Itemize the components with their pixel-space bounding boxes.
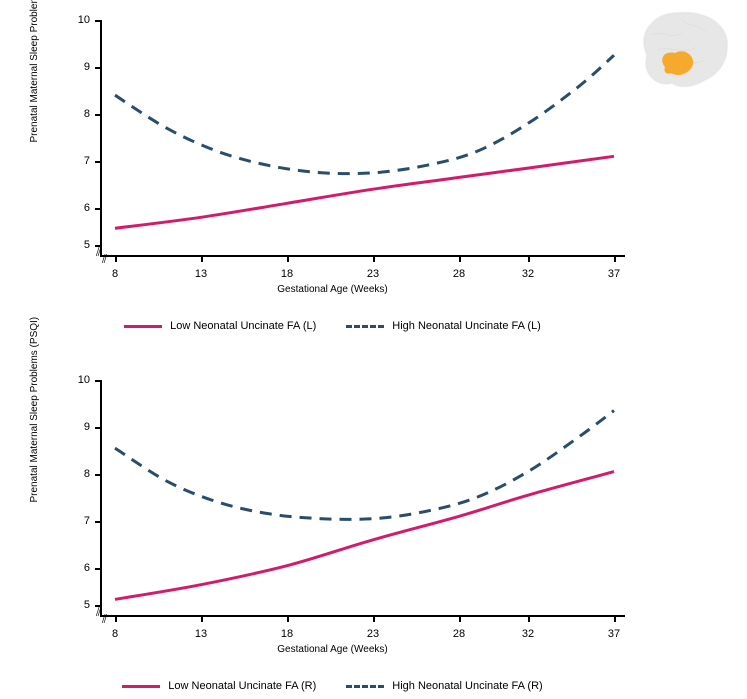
x-tick-label: 28 [453,268,465,280]
legend-swatch-solid [124,325,162,328]
legend-item-low-l: Low Neonatal Uncinate FA (L) [124,320,316,332]
x-tick-label: 13 [195,268,207,280]
x-tick [528,255,530,262]
y-tick-label: 5 [60,239,90,251]
legend-swatch-dashed [346,685,384,688]
chart-top-plot [100,20,625,255]
figure-root: 10 9 8 7 6 5 ⫽ ⫽ 8 13 18 23 28 32 37 Pre… [0,0,747,699]
x-tick-label: 18 [281,628,293,640]
legend-label: High Neonatal Uncinate FA (R) [392,680,542,692]
axis-break-y: ⫽ [96,609,99,615]
axis-break-y: ⫽ [96,249,99,255]
x-tick-label: 18 [281,268,293,280]
line-low-l [115,156,614,228]
x-tick [287,615,289,622]
y-tick-label: 8 [60,108,90,120]
x-tick [614,255,616,262]
chart-bottom-panel: 10 9 8 7 6 5 ⫽ ⫽ 8 13 18 23 28 32 37 Pre… [40,380,625,660]
x-tick [115,255,117,262]
legend-label: Low Neonatal Uncinate FA (L) [170,320,316,332]
chart-bottom-plot [100,380,625,615]
y-tick-label: 7 [60,515,90,527]
x-axis [100,615,625,617]
x-tick [373,615,375,622]
axis-break-x: ⫽ [102,256,105,262]
x-tick-label: 32 [522,268,534,280]
x-tick-label: 23 [367,628,379,640]
x-tick-label: 37 [608,628,620,640]
x-tick-label: 23 [367,268,379,280]
legend-swatch-solid [122,685,160,688]
x-tick-label: 13 [195,628,207,640]
x-tick [373,255,375,262]
x-axis-label: Gestational Age (Weeks) [277,284,387,295]
axis-break-x: ⫽ [102,616,105,622]
legend-label: High Neonatal Uncinate FA (L) [392,320,541,332]
y-tick-label: 9 [60,421,90,433]
y-axis-label: Prenatal Maternal Sleep Problems (PSQI) [29,317,40,503]
x-tick [614,615,616,622]
x-tick [115,615,117,622]
x-tick [528,615,530,622]
legend-top: Low Neonatal Uncinate FA (L) High Neonat… [40,320,625,332]
legend-item-low-r: Low Neonatal Uncinate FA (R) [122,680,316,692]
x-tick-label: 8 [112,268,118,280]
line-high-r [115,411,614,520]
y-tick-label: 6 [60,202,90,214]
x-axis-label: Gestational Age (Weeks) [277,644,387,655]
brain-icon [627,5,737,95]
x-tick [459,615,461,622]
chart-top-panel: 10 9 8 7 6 5 ⫽ ⫽ 8 13 18 23 28 32 37 Pre… [40,20,625,300]
x-tick [287,255,289,262]
x-tick [459,255,461,262]
y-tick-label: 10 [60,374,90,386]
legend-item-high-r: High Neonatal Uncinate FA (R) [346,680,542,692]
y-tick-label: 6 [60,562,90,574]
y-tick-label: 9 [60,61,90,73]
y-tick-label: 8 [60,468,90,480]
y-tick-label: 5 [60,599,90,611]
x-axis [100,255,625,257]
legend-bottom: Low Neonatal Uncinate FA (R) High Neonat… [40,680,625,692]
line-high-l [115,55,614,173]
y-axis-label: Prenatal Maternal Sleep Problems (PSQI) [29,0,40,143]
legend-item-high-l: High Neonatal Uncinate FA (L) [346,320,541,332]
legend-label: Low Neonatal Uncinate FA (R) [168,680,316,692]
y-tick-label: 7 [60,155,90,167]
legend-swatch-dashed [346,325,384,328]
x-tick-label: 8 [112,628,118,640]
x-tick-label: 37 [608,268,620,280]
x-tick-label: 28 [453,628,465,640]
y-tick-label: 10 [60,14,90,26]
x-tick-label: 32 [522,628,534,640]
x-tick [201,615,203,622]
x-tick [201,255,203,262]
